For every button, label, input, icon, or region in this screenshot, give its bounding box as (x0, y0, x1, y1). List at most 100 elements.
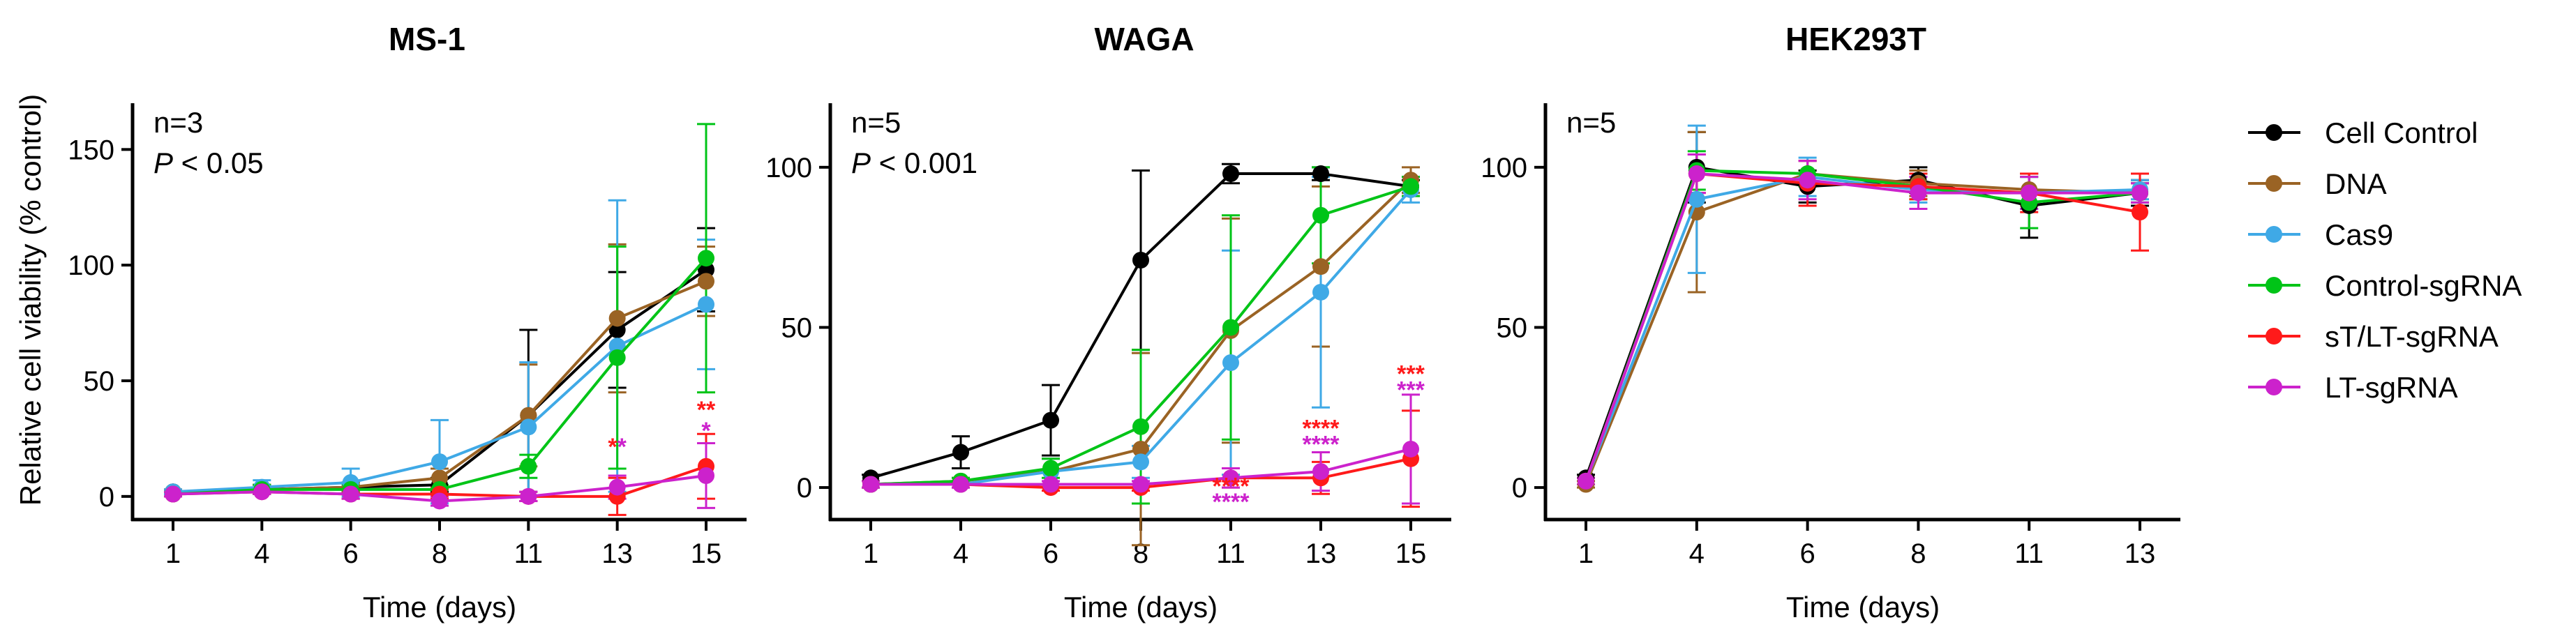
data-point (698, 250, 714, 267)
x-tick-label: 13 (2125, 538, 2156, 569)
p-symbol: P (153, 146, 173, 179)
data-point (1132, 252, 1149, 269)
legend: Cell Control DNA Cas9 Control-sgRNA sT/LT-sg… (2248, 116, 2522, 404)
data-point (1312, 165, 1329, 183)
significance-star: * (1222, 473, 1231, 499)
data-point (1042, 476, 1059, 493)
p-value-label: P < 0.001 (851, 146, 978, 179)
data-point (1688, 190, 1705, 208)
data-point (1042, 460, 1059, 477)
data-point (1042, 411, 1059, 429)
data-point (431, 469, 448, 487)
p-threshold: < 0.001 (871, 146, 978, 179)
significance-star: * (1312, 416, 1321, 442)
series-line (1585, 169, 2141, 482)
data-point (1688, 165, 1705, 183)
y-tick-label: 100 (68, 250, 114, 281)
data-point (1132, 453, 1149, 471)
p-threshold: < 0.05 (173, 146, 264, 179)
x-tick-label: 8 (432, 538, 447, 569)
significance-star: * (617, 434, 627, 460)
p-value-label: P < 0.05 (153, 146, 264, 179)
x-tick-label: 11 (2014, 538, 2044, 569)
significance-star: * (1397, 361, 1407, 388)
series-line (1585, 172, 2141, 482)
panel-title: HEK293T (1785, 21, 1926, 57)
data-point (1132, 418, 1149, 435)
x-tick-label: 4 (953, 538, 968, 569)
legend-item-cell-control: Cell Control (2248, 116, 2478, 149)
panel-ms-1: MS-1 0 50 100 150 1 4 6 8 11 13 15 Time (days) n=3 P <… (68, 21, 747, 623)
data-point (1222, 469, 1239, 487)
data-point (1578, 472, 1594, 490)
significance-star: * (1321, 416, 1331, 442)
sample-size-label: n=5 (851, 106, 901, 139)
data-point (608, 338, 626, 355)
significance-star: * (1303, 432, 1312, 458)
y-tick-label: 0 (797, 473, 812, 504)
significance-star: * (1330, 416, 1340, 442)
series-line (1585, 172, 2140, 482)
sample-size-label: n=5 (1566, 106, 1616, 139)
series-cas9 (165, 296, 714, 501)
y-tick-label: 50 (1497, 312, 1528, 343)
significance-star: * (1213, 489, 1222, 515)
significance-star: * (1312, 432, 1321, 458)
data-point (698, 261, 714, 278)
y-tick-label: 50 (781, 312, 813, 343)
legend-item-lt-sgrna: LT-sgRNA (2248, 371, 2458, 404)
significance-marker: **** (1303, 432, 1340, 458)
legend-item-control-sgrna: Control-sgRNA (2248, 269, 2522, 302)
data-point (342, 485, 359, 503)
y-tick-label: 100 (765, 153, 812, 183)
data-point (1312, 258, 1329, 275)
data-point (431, 492, 448, 510)
data-point (698, 296, 714, 313)
data-point (608, 349, 626, 366)
data-point (608, 310, 626, 327)
series-dna (1578, 165, 2148, 493)
significance-marker: **** (1213, 489, 1250, 515)
significance-marker: ** (697, 397, 716, 423)
data-point (608, 322, 626, 339)
x-tick-label: 11 (1216, 538, 1245, 569)
significance-marker: ** (608, 434, 627, 460)
x-tick-label: 15 (1395, 538, 1427, 569)
legend-label: DNA (2325, 167, 2387, 200)
x-tick-label: 15 (691, 538, 722, 569)
significance-marker: *** (1397, 361, 1425, 388)
legend-label: Cell Control (2325, 116, 2478, 149)
significance-marker: **** (1303, 416, 1340, 442)
x-tick-label: 13 (601, 538, 633, 569)
error-bars-lt-sgrna (1577, 153, 2149, 485)
x-tick-label: 6 (1799, 538, 1815, 569)
x-axis-label: Time (days) (363, 591, 516, 623)
x-tick-label: 1 (165, 538, 181, 569)
y-tick-label: 0 (1512, 473, 1527, 504)
x-tick-label: 1 (863, 538, 878, 569)
x-tick-label: 6 (1043, 538, 1058, 569)
significance-star: * (1231, 489, 1241, 515)
data-point (520, 418, 537, 436)
sample-size-label: n=3 (153, 106, 203, 139)
x-tick-label: 4 (1689, 538, 1705, 569)
series-cell-control (1578, 158, 2148, 487)
data-point (1222, 165, 1239, 183)
data-point (1402, 178, 1419, 195)
legend-marker (2266, 379, 2282, 395)
data-point (1132, 476, 1149, 493)
data-point (1132, 440, 1149, 457)
series-st-lt-sgrna (1578, 165, 2148, 490)
significance-star: * (1240, 489, 1250, 515)
legend-label: LT-sgRNA (2325, 371, 2458, 404)
data-point (520, 407, 537, 424)
series-lt-sgrna (1578, 165, 2148, 490)
legend-item-st-lt-sgrna: sT/LT-sgRNA (2248, 320, 2499, 353)
legend-marker (2266, 175, 2282, 192)
significance-star: * (1303, 416, 1312, 442)
significance-star: * (706, 397, 716, 423)
legend-marker (2266, 328, 2282, 345)
series-line (1585, 175, 2141, 482)
